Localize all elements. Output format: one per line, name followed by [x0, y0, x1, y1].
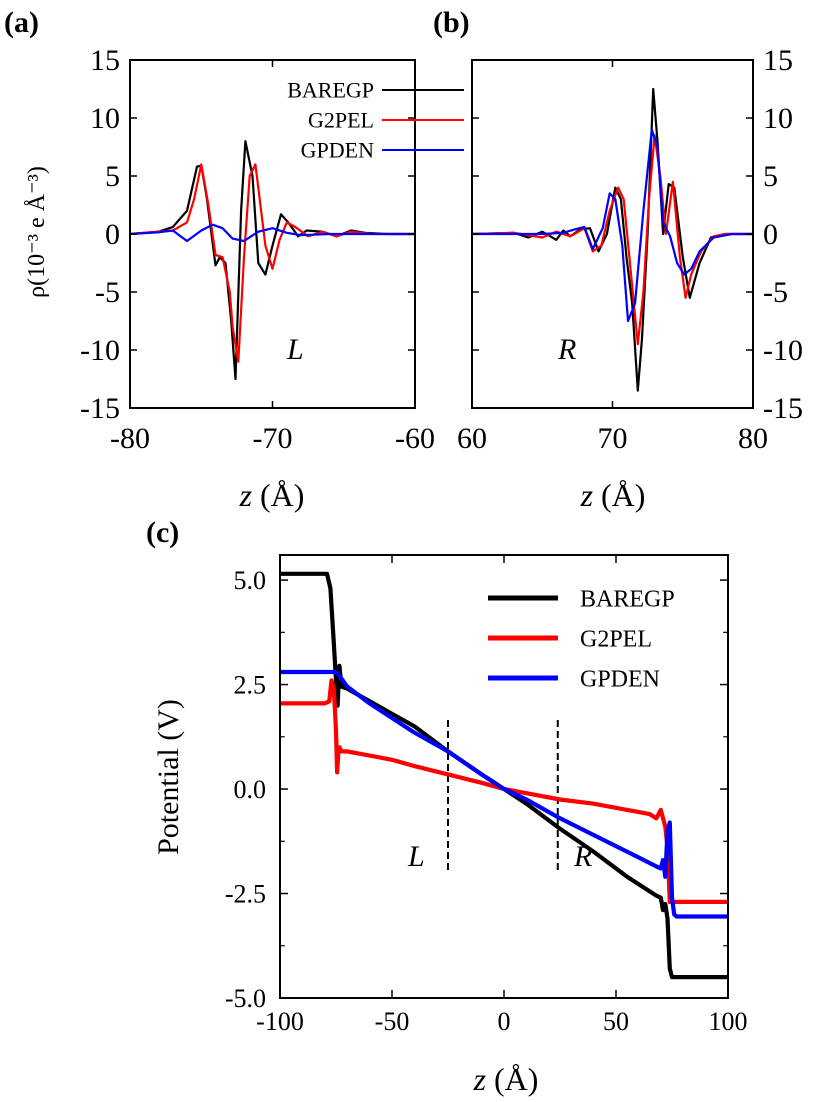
- panel-label-a: (a): [4, 6, 39, 39]
- chart-c-xlabel-var: z: [473, 1061, 487, 1097]
- chart-b-xlabel-unit: (Å): [601, 477, 645, 513]
- chart-c-xlabel-unit: (Å): [494, 1061, 538, 1097]
- chart-c-series-gpden: [280, 669, 728, 919]
- chart-a-series-gpden: [129, 223, 415, 243]
- chart-a-series-g2pel: [129, 163, 415, 363]
- chart-a-curves: [129, 140, 415, 381]
- chart-c-legend: BAREGP G2PEL GPDEN: [488, 586, 675, 692]
- chart-c-ticks: -100 -50 0 50 100 -5.0 -2.5 0.0 2.5 5.0: [225, 555, 748, 1036]
- chart-c-ytick-label: -2.5: [225, 879, 266, 908]
- chart-b-xlabel: z (Å): [580, 477, 646, 513]
- chart-c-series-g2pel: [280, 678, 728, 904]
- chart-a-xlabel-unit: (Å): [260, 477, 304, 513]
- chart-a-legend-label-g2pel: G2PEL: [308, 108, 374, 133]
- chart-a-ytick-label: 5: [105, 160, 120, 193]
- chart-b-xtick-label: 80: [738, 422, 768, 455]
- chart-b-series-gpden: [472, 128, 753, 323]
- chart-c-ylabel: Potential (V): [152, 699, 185, 855]
- chart-a-legend: BAREGP G2PEL GPDEN: [287, 78, 464, 163]
- chart-b-curves: [471, 87, 753, 392]
- panel-label-b: (b): [433, 6, 470, 39]
- chart-b-ytick-label: 0: [763, 218, 778, 251]
- chart-c-annotation-L: L: [407, 840, 425, 873]
- chart-a-legend-label-baregp: BAREGP: [287, 78, 374, 103]
- chart-c-xtick-label: 50: [603, 1007, 629, 1036]
- chart-b-series-g2pel: [471, 134, 753, 346]
- chart-b-ytick-label: -15: [763, 392, 803, 425]
- chart-c-vlines: [447, 720, 559, 870]
- chart-c-xtick-label: -50: [375, 1007, 410, 1036]
- chart-c-xtick-label: -100: [256, 1007, 304, 1036]
- chart-a-xlabel-var: z: [239, 477, 253, 513]
- chart-c-xtick-label: 100: [709, 1007, 748, 1036]
- chart-c-xtick-label: 0: [498, 1007, 511, 1036]
- chart-c-legend-label-gpden: GPDEN: [580, 666, 660, 692]
- chart-a-ticks: -80 -70 -60 -15 -10 -5 0 5 10 15: [80, 44, 435, 455]
- chart-b-frame: [471, 59, 754, 409]
- chart-c-curves: [280, 571, 728, 980]
- chart-a-annotation: L: [286, 333, 304, 366]
- chart-a-xtick-label: -80: [110, 422, 150, 455]
- chart-b-xtick-label: 60: [457, 422, 487, 455]
- chart-a-ytick-label: 15: [90, 44, 120, 77]
- chart-b-ytick-label: 10: [763, 102, 793, 135]
- chart-panel-a: -80 -70 -60 -15 -10 -5 0 5 10 15 BAREGP G2PEL GPDEN…: [24, 44, 464, 513]
- chart-a-ytick-label: 0: [105, 218, 120, 251]
- chart-b-ticks: 60 70 80-15 -10 -5 0 5 10 15: [457, 44, 803, 455]
- chart-b-xlabel-var: z: [580, 477, 594, 513]
- chart-a-frame: [129, 59, 416, 409]
- panel-label-c: (c): [146, 516, 179, 549]
- chart-b-ytick-label: 5: [763, 160, 778, 193]
- chart-c-xlabel: z (Å): [473, 1061, 539, 1097]
- chart-c-frame: [279, 554, 729, 999]
- chart-b-ytick-label: -10: [763, 334, 803, 367]
- chart-panel-b: 60 70 80-15 -10 -5 0 5 10 15 R z (Å): [457, 44, 803, 513]
- chart-b-ytick-label: -5: [763, 276, 788, 309]
- chart-a-series-baregp: [129, 140, 415, 381]
- chart-b-annotation: R: [557, 333, 576, 366]
- chart-a-xtick-label: -60: [395, 422, 435, 455]
- chart-panel-c: -100 -50 0 50 100 -5.0 -2.5 0.0 2.5 5.0 BAREGP G2P…: [152, 554, 748, 1097]
- chart-c-ytick-label: -5.0: [225, 984, 266, 1013]
- chart-a-ytick-label: -15: [80, 392, 120, 425]
- chart-c-ytick-label: 2.5: [234, 670, 267, 699]
- chart-c-annotation-R: R: [573, 840, 592, 873]
- chart-a-ytick-label: -5: [95, 276, 120, 309]
- chart-a-ytick-label: 10: [90, 102, 120, 135]
- chart-b-ytick-label: 15: [763, 44, 793, 77]
- chart-a-legend-label-gpden: GPDEN: [301, 138, 374, 163]
- chart-c-ytick-label: 0.0: [234, 775, 267, 804]
- chart-c-ytick-label: 5.0: [234, 566, 267, 595]
- chart-a-xtick-label: -70: [253, 422, 293, 455]
- chart-a-ytick-label: -10: [80, 334, 120, 367]
- chart-a-ylabel: ρ(10⁻³ e Å⁻³): [24, 166, 50, 298]
- chart-a-xlabel: z (Å): [239, 477, 305, 513]
- chart-c-series-baregp: [280, 571, 728, 980]
- chart-c-legend-label-baregp: BAREGP: [580, 586, 675, 612]
- chart-c-legend-label-g2pel: G2PEL: [580, 626, 652, 652]
- chart-b-xtick-label: 70: [598, 422, 628, 455]
